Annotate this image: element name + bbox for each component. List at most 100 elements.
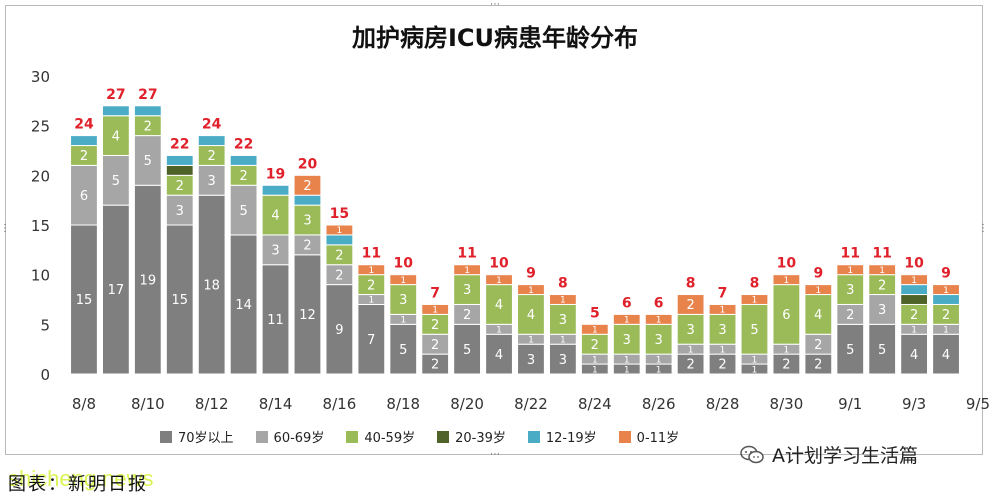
bar-segment-label: 3	[686, 323, 694, 338]
x-tick-label: 8/26	[642, 395, 676, 413]
bar-segment-label: 1	[496, 276, 502, 286]
bar-segment-label: 4	[527, 308, 535, 323]
bar-segment-label: 3	[878, 303, 886, 318]
wechat-icon	[740, 445, 764, 463]
bar-segment-label: 3	[463, 283, 471, 298]
bar-segment-label: 1	[624, 355, 630, 365]
bar-segment-label: 5	[239, 204, 247, 219]
y-axis: 0 5 10 15 20 25 30	[31, 68, 50, 384]
bar-total-label: 10	[394, 256, 414, 272]
bar-segment	[804, 294, 833, 335]
bar-segment	[804, 284, 833, 296]
bar-segment-label: 1	[624, 316, 630, 326]
resize-handle-right[interactable]: ⋮	[978, 223, 988, 234]
bar-segment-label: 2	[80, 149, 88, 164]
bar-segment-label: 2	[591, 338, 599, 353]
bar-segment	[485, 333, 513, 375]
bar-segment-label: 3	[271, 244, 279, 259]
bar-segment	[868, 264, 897, 276]
bar-segment	[453, 264, 482, 276]
bar-segment-label: 6	[80, 189, 88, 204]
bar-segment-label: 1	[400, 276, 406, 286]
bar-segment	[900, 274, 929, 286]
bar-segment-label: 1	[368, 266, 374, 276]
bar-segment-label: 18	[203, 278, 220, 293]
bar-segment	[517, 284, 545, 296]
bar-segment	[740, 294, 769, 305]
bar-segment	[676, 313, 705, 345]
bar-segment-label: 1	[720, 345, 726, 355]
bar-segment-label: 9	[335, 323, 343, 338]
resize-handle-bottom[interactable]: ⋯	[490, 449, 500, 460]
bar-total-label: 6	[654, 295, 664, 311]
bar-segment-label: 3	[176, 204, 184, 219]
bar-segment-label: 1	[432, 306, 438, 316]
bar-segment	[165, 194, 194, 226]
legend-swatch	[160, 430, 172, 443]
bar-segment-label: 1	[784, 345, 790, 355]
bar-total-label: 24	[202, 117, 222, 133]
bar-segment	[165, 154, 194, 166]
bar-segment	[932, 333, 960, 375]
bar-segment-label: 1	[528, 286, 534, 296]
x-tick-label: 9/3	[902, 395, 926, 413]
bar-segment-label: 3	[527, 353, 535, 368]
resize-handle-top[interactable]: ⋯	[490, 0, 500, 10]
bar-segment-label: 1	[847, 266, 853, 276]
resize-handle-left[interactable]: ⋮	[0, 223, 10, 234]
bar-segment	[612, 323, 641, 355]
bar-segment	[293, 174, 322, 196]
bar-segment-label: 1	[911, 326, 917, 336]
bar-segment-label: 4	[112, 129, 120, 144]
bar-segment	[932, 294, 960, 305]
bar-segment-label: 2	[431, 318, 439, 333]
bar-segment-label: 2	[239, 169, 247, 184]
bar-segment	[389, 284, 418, 315]
bar-segment-label: 3	[623, 333, 631, 348]
bar-segment	[197, 135, 226, 147]
bar-total-label: 7	[718, 285, 728, 301]
x-tick-label: 9/5	[966, 395, 990, 413]
legend-swatch	[346, 430, 359, 443]
bar-segment-label: 4	[495, 348, 503, 363]
bar-segment	[708, 313, 737, 345]
bar-total-label: 11	[362, 246, 381, 262]
bar-segment-label: 1	[337, 226, 343, 236]
legend-swatch	[618, 430, 631, 443]
bar-total-label: 9	[526, 266, 536, 282]
bar-segment-label: 2	[208, 149, 216, 164]
bar-total-label: 10	[777, 256, 797, 272]
bar-segment	[548, 343, 577, 375]
chart-legend: 70岁以上 60-69岁 40-59岁 20-39岁 12-19岁 0-11岁	[160, 427, 679, 446]
bar-segment	[612, 313, 641, 325]
bar-segment	[453, 274, 482, 305]
bar-segment-label: 1	[528, 335, 534, 345]
bar-segment	[772, 274, 801, 286]
bar-segment-label: 1	[943, 326, 949, 336]
bar-segment-label: 1	[496, 326, 502, 336]
y-tick-label: 25	[31, 118, 50, 136]
bar-segment	[421, 303, 450, 315]
bar-segment	[900, 284, 929, 296]
bar-segment-label: 1	[720, 306, 726, 316]
bar-segment	[708, 303, 737, 315]
bar-segment	[261, 234, 290, 266]
bar-segment	[836, 264, 865, 276]
bar-segment-label: 1	[400, 316, 406, 326]
bar-segment	[229, 184, 258, 236]
x-tick-label: 8/30	[770, 395, 804, 413]
bar-total-label: 8	[558, 276, 568, 292]
bar-segment	[101, 204, 130, 375]
bar-segment-label: 19	[140, 273, 157, 288]
bar-total-label: 24	[74, 117, 94, 133]
bar-segment-label: 3	[846, 283, 854, 298]
bar-segment	[197, 164, 226, 196]
legend-swatch	[527, 430, 540, 443]
bar-segment	[644, 323, 673, 355]
bar-segment-label: 3	[303, 214, 311, 229]
y-tick-label: 20	[31, 167, 50, 185]
bar-total-label: 11	[872, 246, 891, 262]
bar-segment-label: 2	[303, 239, 311, 254]
y-tick-label: 0	[40, 366, 50, 384]
